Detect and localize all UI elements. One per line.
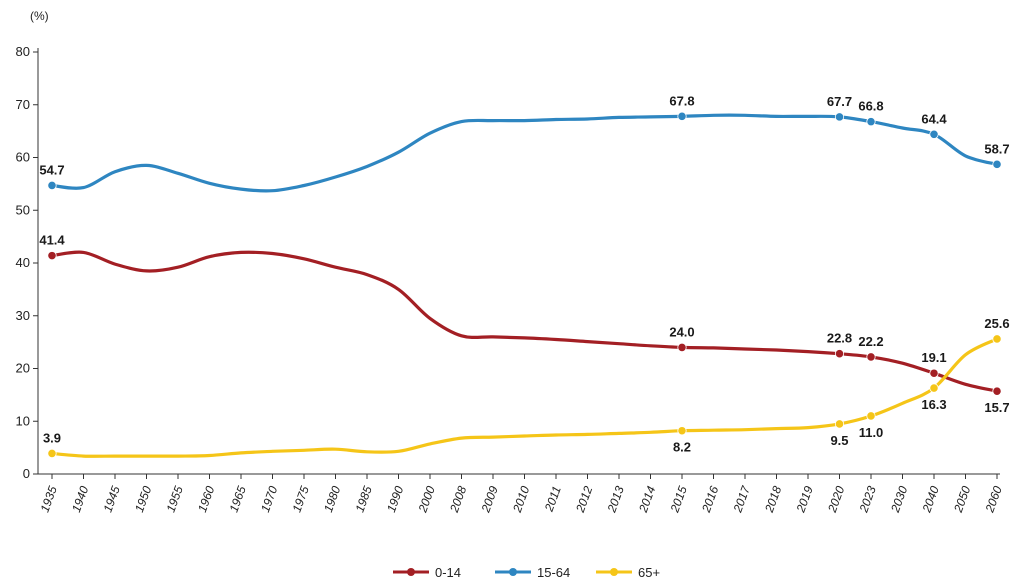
legend-marker-65-plus	[610, 568, 618, 576]
data-label: 25.6	[984, 316, 1009, 331]
data-point-15-64	[992, 159, 1002, 169]
x-tick-label: 2013	[604, 484, 627, 515]
data-label: 64.4	[921, 111, 947, 126]
data-label: 41.4	[39, 233, 65, 248]
y-tick-label: 10	[16, 413, 30, 428]
x-tick-label: 2012	[573, 484, 596, 515]
data-label: 67.7	[827, 94, 852, 109]
x-tick-label: 2015	[667, 484, 690, 515]
data-label: 22.2	[858, 334, 883, 349]
legend-label-65-plus: 65+	[638, 565, 660, 580]
data-label: 19.1	[921, 350, 946, 365]
data-point-65-plus	[834, 419, 845, 429]
x-tick-label: 2014	[636, 484, 659, 515]
y-tick-label: 30	[16, 308, 30, 323]
y-tick-label: 0	[23, 466, 30, 481]
data-label: 11.0	[859, 425, 884, 440]
y-axis: 0 10 20 30 40 50 60 70 80	[16, 44, 39, 481]
data-point-65-plus	[866, 411, 876, 421]
legend-label-0-14: 0-14	[435, 565, 461, 580]
x-tick-label: 2050	[951, 484, 974, 515]
data-label: 24.0	[669, 324, 694, 339]
x-tick-label: 2010	[510, 484, 533, 515]
data-point-0-14	[834, 349, 845, 359]
data-label: 54.7	[39, 162, 64, 177]
x-tick-label: 1960	[195, 484, 217, 514]
series-layer	[47, 111, 1002, 459]
y-tick-label: 20	[16, 361, 30, 376]
data-point-0-14	[992, 386, 1002, 396]
data-point-0-14	[677, 342, 687, 352]
data-point-65-plus	[929, 383, 939, 393]
series-line-0-14	[50, 250, 999, 393]
x-tick-label: 2030	[888, 484, 911, 515]
y-axis-unit-label: (%)	[30, 9, 49, 23]
x-tick-label: 2040	[919, 484, 942, 515]
x-tick-label: 2018	[762, 484, 785, 515]
x-tick-label: 2060	[982, 484, 1005, 515]
data-label: 66.8	[858, 99, 883, 114]
x-tick-label: 1975	[290, 484, 312, 514]
y-tick-label: 60	[16, 150, 30, 165]
data-point-15-64	[47, 180, 57, 191]
data-label: 8.2	[673, 440, 691, 455]
x-tick-label: 1950	[132, 484, 154, 514]
legend-marker-15-64	[509, 568, 517, 576]
data-point-15-64	[929, 129, 939, 139]
data-label: 67.8	[669, 93, 694, 108]
y-tick-label: 40	[16, 255, 30, 270]
x-tick-label: 1935	[38, 484, 60, 514]
x-tick-label: 1985	[353, 484, 375, 514]
y-tick-label: 80	[16, 44, 30, 59]
data-label: 9.5	[830, 433, 848, 448]
data-labels-layer: 54.7 67.8 67.7 66.8 64.4 58.7 41.4 24.0 22.8 22.2…	[39, 93, 1009, 454]
data-point-0-14	[47, 251, 57, 261]
x-axis: 1935 1940 1945 1950 1955 1960 1965 1970 1975 1980…	[38, 473, 1005, 515]
x-tick-label: 1980	[321, 484, 343, 514]
series-line-15-64	[50, 113, 999, 193]
legend: 0-14 15-64 65+	[393, 565, 660, 580]
x-tick-label: 1990	[384, 484, 406, 514]
data-point-15-64	[866, 117, 876, 127]
x-tick-label: 1955	[164, 484, 186, 514]
data-point-15-64	[677, 111, 687, 121]
x-tick-label: 2000	[415, 484, 438, 515]
data-label: 22.8	[827, 331, 852, 346]
data-point-15-64	[834, 112, 845, 122]
x-tick-label: 2009	[478, 484, 501, 515]
x-tick-label: 1970	[258, 484, 280, 514]
x-tick-label: 2017	[730, 483, 753, 515]
x-tick-label: 2008	[447, 484, 470, 515]
data-label: 16.3	[921, 397, 946, 412]
x-tick-label: 1940	[69, 484, 91, 514]
data-point-0-14	[866, 352, 876, 362]
x-tick-label: 2023	[856, 484, 879, 515]
legend-label-15-64: 15-64	[537, 565, 570, 580]
x-tick-label: 2016	[699, 484, 722, 515]
data-point-65-plus	[677, 426, 687, 436]
y-tick-label: 50	[16, 202, 30, 217]
data-label: 3.9	[43, 430, 61, 445]
data-point-65-plus	[47, 448, 57, 459]
x-tick-label: 1945	[101, 484, 123, 514]
x-tick-label: 2020	[825, 484, 848, 515]
data-label: 58.7	[984, 141, 1009, 156]
data-point-65-plus	[992, 334, 1002, 344]
x-tick-label: 2011	[541, 484, 563, 514]
legend-marker-0-14	[407, 568, 415, 576]
y-tick-label: 70	[16, 97, 30, 112]
x-tick-label: 1965	[227, 484, 249, 514]
x-tick-label: 2019	[793, 484, 816, 515]
data-label: 15.7	[984, 400, 1009, 415]
data-point-0-14	[929, 368, 939, 378]
